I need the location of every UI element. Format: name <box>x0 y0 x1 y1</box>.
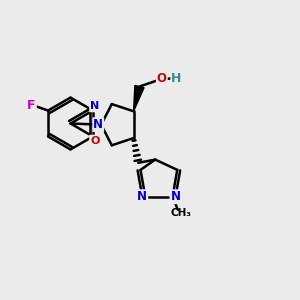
Text: N: N <box>93 118 103 131</box>
Text: N: N <box>170 190 181 203</box>
Text: N: N <box>137 190 147 203</box>
Text: O: O <box>157 72 167 85</box>
Text: N: N <box>90 101 99 111</box>
Text: O: O <box>90 136 99 146</box>
Text: F: F <box>27 99 36 112</box>
Text: H: H <box>171 72 182 85</box>
Polygon shape <box>134 85 144 111</box>
Text: CH₃: CH₃ <box>170 208 191 218</box>
